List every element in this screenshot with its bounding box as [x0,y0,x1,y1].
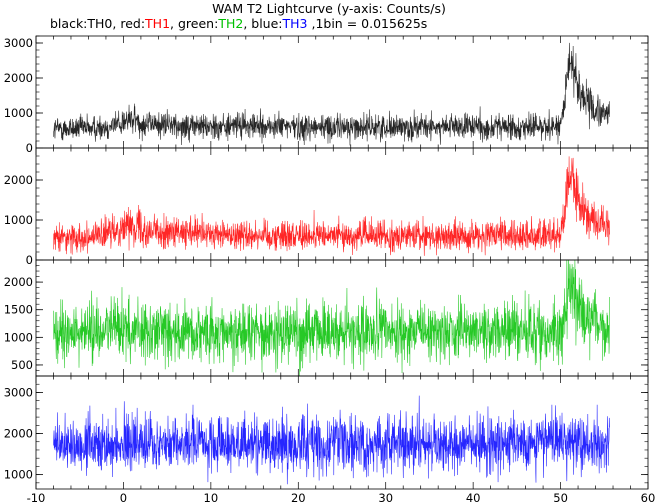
y-tick-label: 1000 [4,468,33,482]
panel-frame [35,375,649,490]
y-tick-label: 1000 [4,106,33,120]
subtitle-segment: , green: [170,16,218,31]
x-tick-label: 60 [641,491,656,504]
y-tick-label: 2000 [4,275,33,289]
y-tick-label: 1500 [4,303,33,317]
plot-area: 0100020003000010002000500100015002000100… [4,35,656,504]
subtitle-segment: TH2 [217,16,243,31]
subtitle-segment: black: [50,16,87,31]
x-tick-label: 20 [291,491,306,504]
series-line-th2 [53,260,610,376]
panel-th1: 0 1000 2000 [4,147,649,267]
subtitle-segment: ,1bin = 0.015625s [308,16,428,31]
panel-th0: 0 1000 2000 3000 [4,35,649,155]
x-tick-label: 30 [378,491,393,504]
y-tick-label: 500 [11,358,33,372]
x-tick-label: 40 [466,491,481,504]
chart-title: WAM T2 Lightcurve (y-axis: Counts/s) [212,1,446,16]
subtitle-segment: TH3 [282,16,308,31]
y-tick-label: 1000 [4,330,33,344]
y-tick-label: 2000 [4,173,33,187]
series-line-th0 [53,42,610,146]
x-tick-label: 50 [553,491,568,504]
x-axis: -10 0 10 20 30 40 50 60 [27,491,656,504]
x-tick-label: 10 [204,491,219,504]
panel-th2: 500 1000 1500 2000 [4,259,649,377]
series-line-th3 [53,395,610,485]
y-tick-label: 0 [26,253,33,267]
y-tick-label: 3000 [4,385,33,399]
subtitle-segment: , blue: [243,16,282,31]
x-tick-label: 0 [120,491,127,504]
chart-subtitle: black:TH0, red:TH1, green:TH2, blue:TH3 … [50,16,427,31]
panel-frame [35,259,649,377]
panel-th3: 1000 2000 3000 [4,375,649,490]
x-tick-label: -10 [27,491,46,504]
y-tick-label: 2000 [4,427,33,441]
subtitle-segment: TH1 [144,16,170,31]
y-tick-label: 1000 [4,213,33,227]
series-line-th1 [53,156,610,256]
subtitle-segment: , red: [112,16,145,31]
subtitle-segment: TH0 [86,16,112,31]
y-tick-label: 0 [26,141,33,155]
y-tick-label: 2000 [4,71,33,85]
y-tick-label: 3000 [4,36,33,50]
